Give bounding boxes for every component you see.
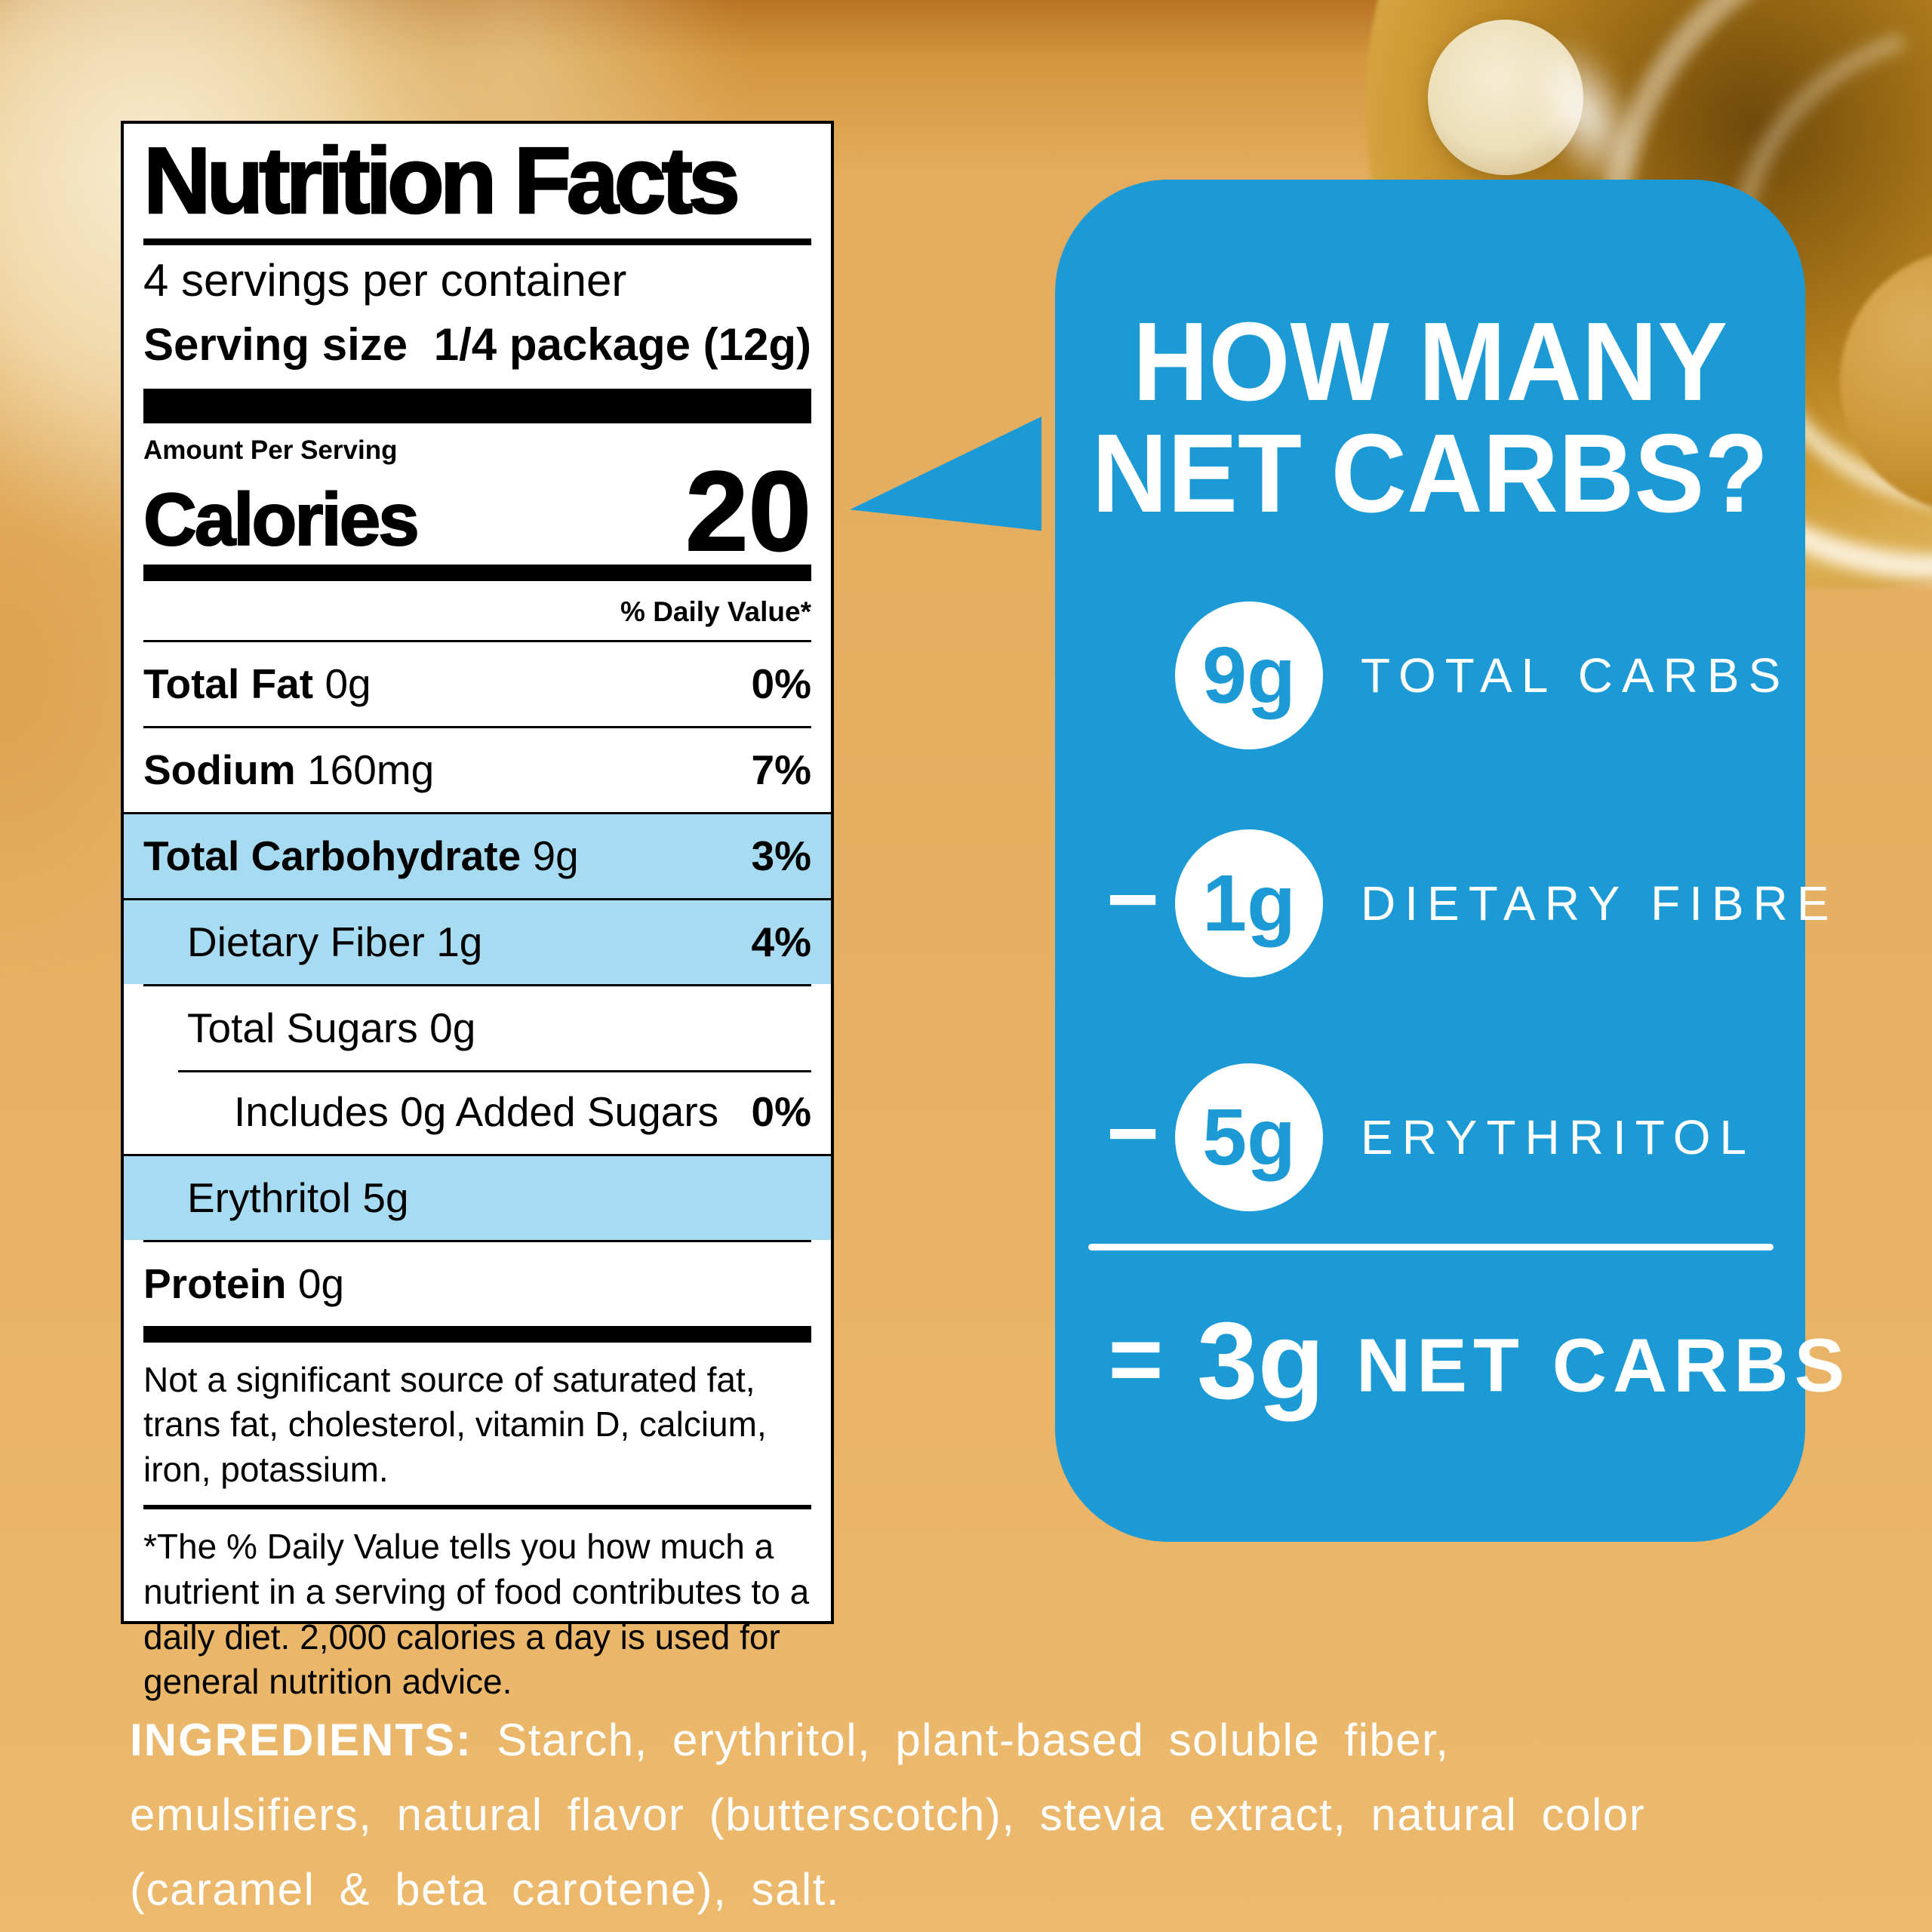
nutrition-facts-label: Nutrition Facts 4 servings per container… xyxy=(121,121,834,1701)
net-carbs-heading: HOW MANY NET CARBS? xyxy=(1091,300,1769,536)
ingredients-text: INGREDIENTS: Starch, erythritol, plant-b… xyxy=(130,1703,1888,1927)
table-row-protein: Protein 0g xyxy=(143,1239,811,1326)
ingredients-line1: Starch, erythritol, plant-based soluble … xyxy=(472,1715,1450,1765)
footnote-not-significant: Not a significant source of saturated fa… xyxy=(143,1359,767,1490)
nutrition-facts-title: Nutrition Facts xyxy=(143,129,741,233)
value-circle: 9g xyxy=(1175,601,1323,749)
item-label: DIETARY FIBRE xyxy=(1361,876,1838,931)
serving-size-row: Serving size 1/4 package (12g) xyxy=(143,318,811,371)
thick-divider xyxy=(143,1325,811,1343)
net-carbs-speech-bubble: HOW MANY NET CARBS? 9g TOTAL CARBS − 1g … xyxy=(1055,180,1845,1542)
calories-row: Calories 20 xyxy=(143,447,812,574)
result-value: 3g xyxy=(1197,1299,1325,1422)
table-row-total-fat: Total Fat 0g 0% xyxy=(143,639,811,726)
table-row-dietary-fiber: Dietary Fiber 1g 4% xyxy=(124,897,831,984)
serving-size-value: 1/4 package (12g) xyxy=(433,318,811,370)
thick-divider xyxy=(143,388,811,423)
result-label: NET CARBS xyxy=(1356,1323,1851,1408)
minus-operator: − xyxy=(1106,1082,1160,1184)
table-row-total-carbohydrate: Total Carbohydrate 9g 3% xyxy=(124,811,831,898)
item-label: ERYTHRITOL xyxy=(1361,1110,1756,1164)
value-circle: 5g xyxy=(1175,1063,1323,1211)
ingredients-line3: (caramel & beta carotene), salt. xyxy=(130,1864,841,1915)
equals-operator: = xyxy=(1108,1306,1164,1412)
serving-size-label: Serving size xyxy=(143,318,408,370)
table-row-added-sugars: Includes 0g Added Sugars 0% xyxy=(143,1069,811,1154)
amount-per-serving-label: Amount Per Serving xyxy=(143,435,398,465)
net-carbs-item-erythritol: − 5g ERYTHRITOL xyxy=(1055,1062,1805,1213)
net-carbs-item-dietary-fibre: − 1g DIETARY FIBRE xyxy=(1055,828,1829,979)
divider xyxy=(143,238,811,245)
table-row-erythritol: Erythritol 5g xyxy=(124,1153,831,1240)
ingredients-line2: emulsifiers, natural flavor (butterscotc… xyxy=(130,1789,1646,1840)
ingredients-prefix: INGREDIENTS: xyxy=(130,1715,473,1765)
minus-operator: − xyxy=(1106,848,1160,950)
footnote-daily-value: *The % Daily Value tells you how much a … xyxy=(143,1526,810,1702)
item-label: TOTAL CARBS xyxy=(1361,648,1790,703)
divider xyxy=(143,1504,811,1509)
net-carbs-result-row: = 3g NET CARBS xyxy=(1055,1291,1845,1441)
table-row-sodium: Sodium 160mg 7% xyxy=(143,725,811,812)
servings-per-container: 4 servings per container xyxy=(143,254,627,306)
calories-value: 20 xyxy=(685,447,812,574)
value-circle: 1g xyxy=(1175,829,1323,977)
net-carbs-item-total-carbs: 9g TOTAL CARBS xyxy=(1055,600,1805,751)
calories-label: Calories xyxy=(143,478,420,561)
sum-divider-line xyxy=(1088,1244,1774,1251)
table-row-total-sugars: Total Sugars 0g xyxy=(143,983,811,1070)
thick-divider xyxy=(143,564,811,581)
daily-value-header: % Daily Value* xyxy=(620,595,811,627)
